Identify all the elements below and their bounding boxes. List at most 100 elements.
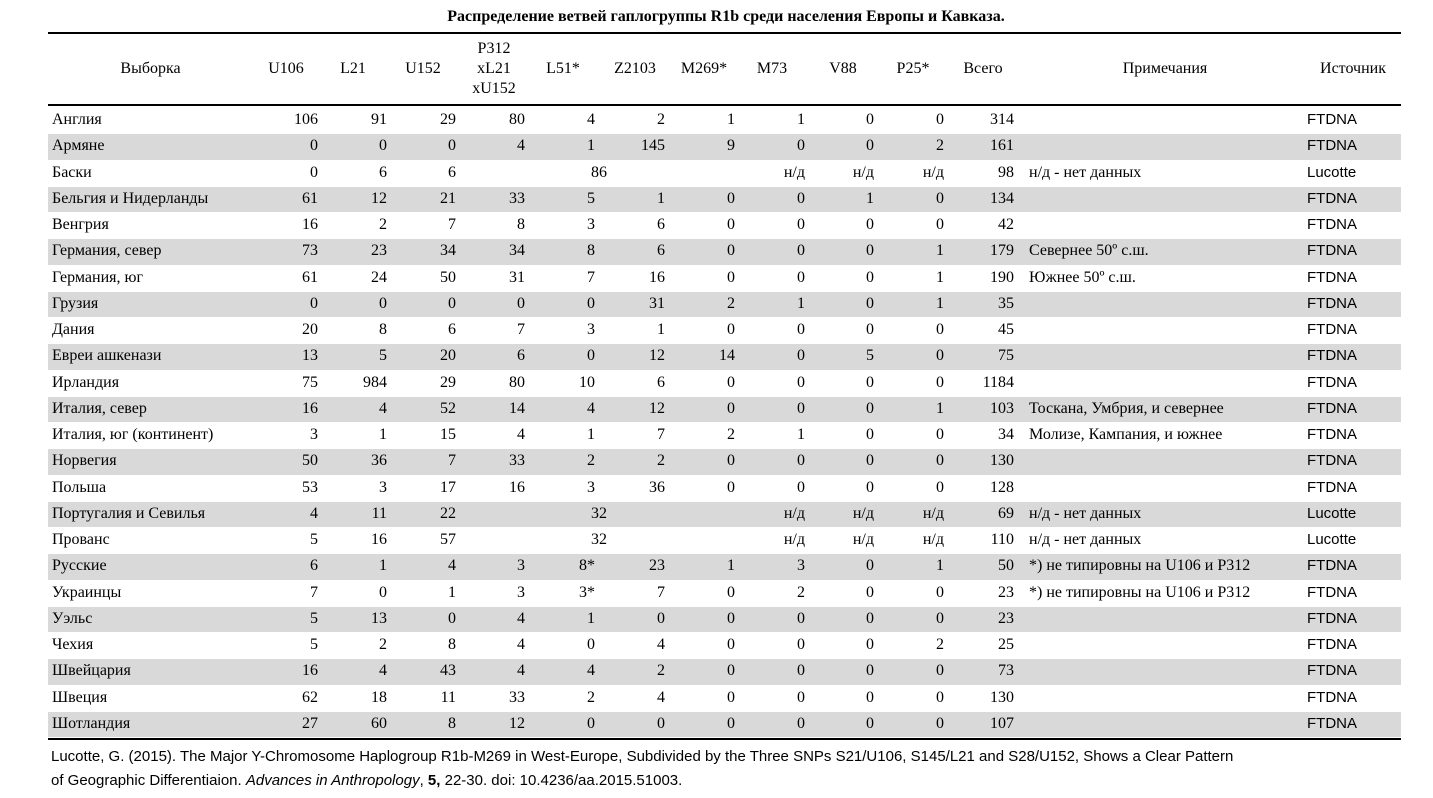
u152-cell: 0 (448, 609, 456, 627)
m269-cell: 0 (727, 373, 735, 391)
u106-cell: 62 (302, 688, 318, 706)
sample-name-cell: Норвегия (52, 452, 117, 470)
m73-cell: 0 (797, 452, 805, 470)
u152-cell: 15 (440, 426, 456, 443)
l51-cell: 1 (587, 137, 595, 155)
u152-cell: 29 (440, 373, 456, 391)
m269-cell: 1 (727, 557, 735, 575)
m73-cell: 0 (797, 268, 805, 286)
v88-cell: 0 (866, 321, 874, 338)
u152-cell: 11 (440, 688, 456, 706)
z2103-cell: 2 (657, 111, 665, 128)
m269-cell: 0 (727, 688, 735, 706)
m269-cell: 0 (727, 636, 735, 653)
l51-cell: 3* (579, 583, 595, 601)
l21-cell: 24 (371, 268, 387, 286)
u106-cell: 16 (302, 662, 318, 680)
l51-cell: 2 (587, 688, 595, 706)
v88-cell: 0 (866, 636, 874, 653)
citation-line-2: of Geographic Differentiaion. Advances i… (51, 769, 1411, 793)
note-cell: Тоскана, Умбрия, и севернее (1029, 399, 1224, 417)
merged-p312-m269-cell: 32 (591, 531, 607, 548)
p25-cell: 1 (936, 399, 944, 417)
source-cell: FTDNA (1307, 294, 1357, 312)
total-cell: 128 (990, 478, 1014, 496)
u152-cell: 20 (440, 347, 456, 365)
l51-cell: 8 (587, 242, 595, 260)
header-u152: U152 (405, 60, 441, 77)
p312-cell: 4 (517, 662, 525, 680)
citation-journal: Advances in Anthropology (245, 772, 420, 789)
m269-cell: 2 (727, 294, 735, 312)
p25-cell: 0 (936, 688, 944, 706)
sample-name-cell: Швейцария (52, 662, 131, 680)
citation: Lucotte, G. (2015). The Major Y-Chromoso… (51, 745, 1411, 793)
source-cell: FTDNA (1307, 321, 1357, 338)
l51-cell: 3 (587, 216, 595, 233)
m73-cell: 0 (797, 347, 805, 365)
l21-cell: 12 (371, 189, 387, 207)
u106-cell: 61 (302, 268, 318, 286)
u106-cell: 0 (310, 294, 318, 312)
l51-cell: 0 (587, 294, 595, 312)
p25-cell: 1 (936, 242, 944, 260)
p312-cell: 4 (517, 609, 525, 627)
sample-name-cell: Шотландия (52, 714, 131, 732)
u152-cell: 8 (448, 636, 456, 653)
v88-cell: 0 (866, 373, 874, 391)
sample-name-cell: Бельгия и Нидерланды (52, 189, 209, 207)
citation-comma: , (419, 772, 428, 789)
source-cell: FTDNA (1307, 189, 1357, 207)
sample-name-cell: Украинцы (52, 583, 122, 601)
z2103-cell: 0 (657, 714, 665, 732)
l21-cell: 1 (379, 557, 387, 575)
table-row: Чехия 5 2 8 4 0 4 0 0 0 2 25 FTDNA (48, 632, 1401, 658)
u106-cell: 53 (302, 478, 318, 496)
table-row: Украинцы 7 0 1 3 3* 7 0 2 0 0 23 *) не типировны на … (48, 580, 1401, 606)
l21-cell: 11 (371, 504, 387, 522)
p312-cell: 33 (509, 688, 525, 706)
z2103-cell: 6 (657, 242, 665, 260)
table-title: Распределение ветвей гаплогруппы R1b сре… (447, 8, 1005, 25)
m269-cell: 0 (727, 399, 735, 417)
m269-cell: 0 (727, 321, 735, 338)
note-cell: Южнее 50º с.ш. (1029, 268, 1136, 286)
p312-cell: 31 (509, 268, 525, 286)
note-cell: н/д - нет данных (1029, 163, 1142, 181)
m73-cell: 0 (797, 321, 805, 338)
u106-cell: 61 (302, 189, 318, 207)
note-cell: н/д - нет данных (1029, 504, 1142, 522)
header-total: Всего (963, 60, 1003, 77)
header-m269: M269* (680, 60, 728, 77)
header-l21: L21 (340, 60, 366, 77)
source-cell: Lucotte (1307, 504, 1357, 522)
table-row: Венгрия 16 2 7 8 3 6 0 0 0 0 42 FTDNA (48, 212, 1401, 238)
z2103-cell: 36 (649, 478, 665, 496)
p25-cell: 1 (936, 268, 944, 286)
l21-cell: 984 (363, 373, 387, 391)
sample-name-cell: Баски (52, 163, 92, 181)
p25-cell: 0 (936, 609, 944, 627)
note-cell: *) не типировны на U106 и P312 (1029, 557, 1251, 575)
u106-cell: 0 (310, 137, 318, 155)
l21-cell: 4 (379, 399, 387, 417)
total-cell: 314 (990, 111, 1014, 128)
sample-name-cell: Дания (52, 321, 95, 338)
l21-cell: 3 (379, 478, 387, 496)
m269-cell: 2 (727, 426, 735, 443)
m73-cell: 0 (797, 688, 805, 706)
p25-cell: 0 (936, 216, 944, 233)
u106-cell: 5 (310, 636, 318, 653)
p312-cell: 4 (517, 137, 525, 155)
v88-cell: 0 (866, 688, 874, 706)
v88-cell: 0 (866, 452, 874, 470)
header-v88: V88 (829, 60, 857, 77)
m269-cell: 0 (727, 189, 735, 207)
v88-cell: 0 (866, 662, 874, 680)
total-cell: 107 (990, 714, 1014, 732)
u152-cell: 6 (448, 321, 456, 338)
p312-cell: 12 (509, 714, 525, 732)
l21-cell: 1 (379, 426, 387, 443)
v88-cell: 0 (866, 216, 874, 233)
l21-cell: 0 (379, 583, 387, 601)
